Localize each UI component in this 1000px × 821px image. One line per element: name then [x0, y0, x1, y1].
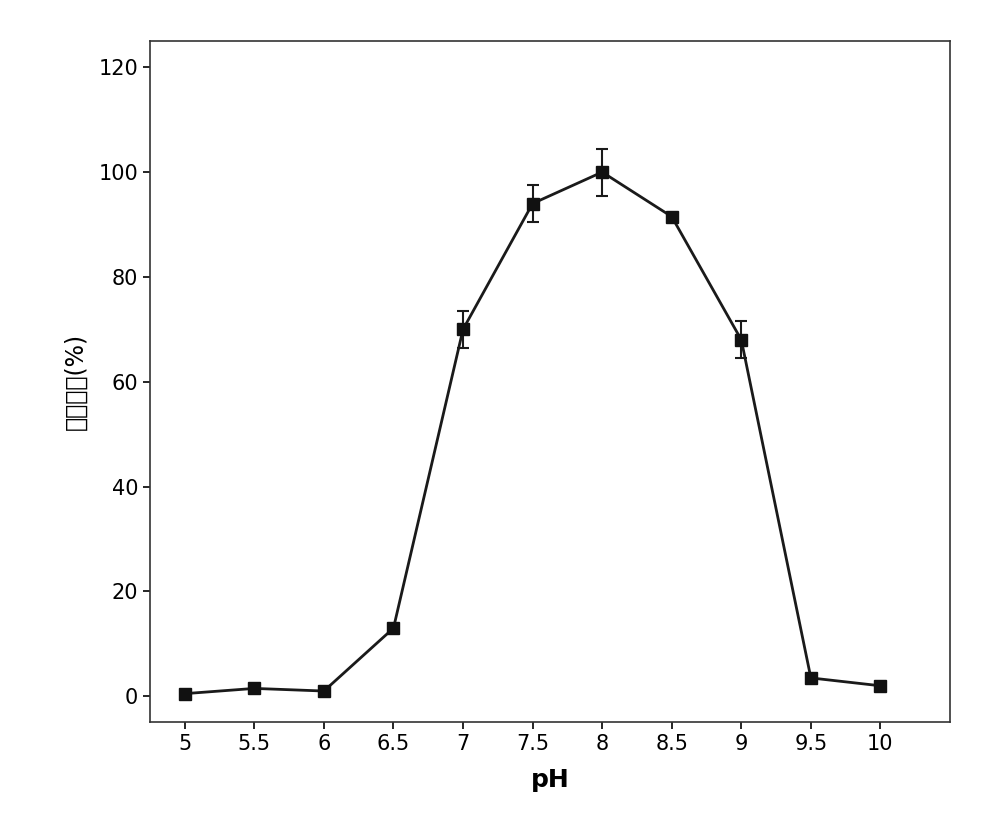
Y-axis label: 相对酶活(%): 相对酶活(%) — [63, 333, 87, 430]
X-axis label: pH: pH — [531, 768, 569, 792]
